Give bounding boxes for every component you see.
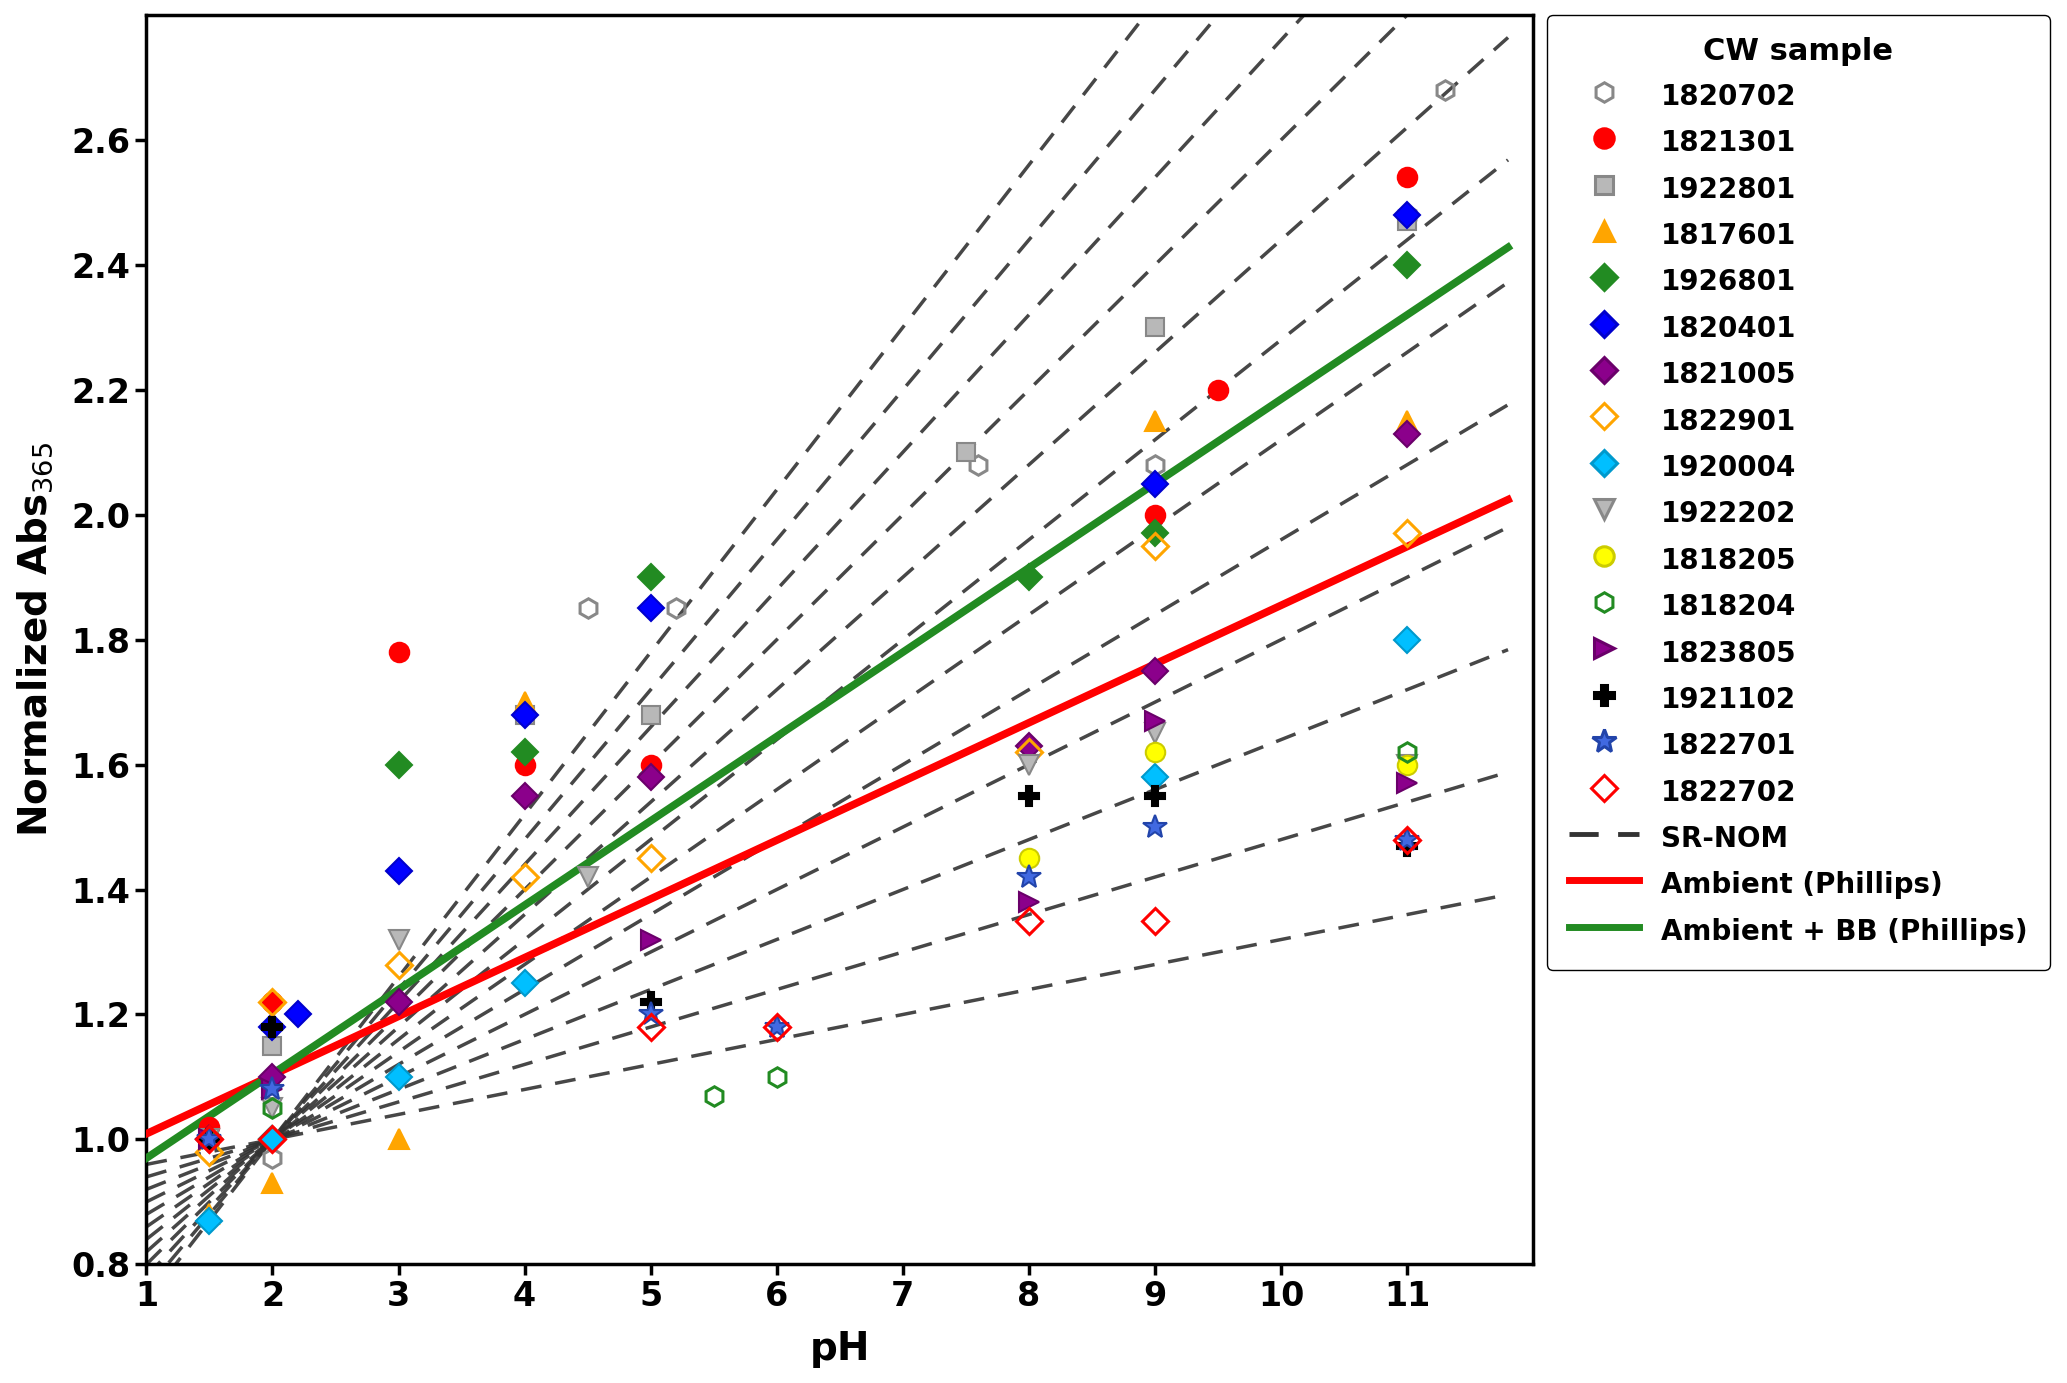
X-axis label: pH: pH xyxy=(810,1330,870,1368)
Legend: 1820702, 1821301, 1922801, 1817601, 1926801, 1820401, 1821005, 1822901, 1920004,: 1820702, 1821301, 1922801, 1817601, 1926… xyxy=(1546,15,2050,969)
Y-axis label: Normalized Abs$_{365}$: Normalized Abs$_{365}$ xyxy=(14,443,54,837)
